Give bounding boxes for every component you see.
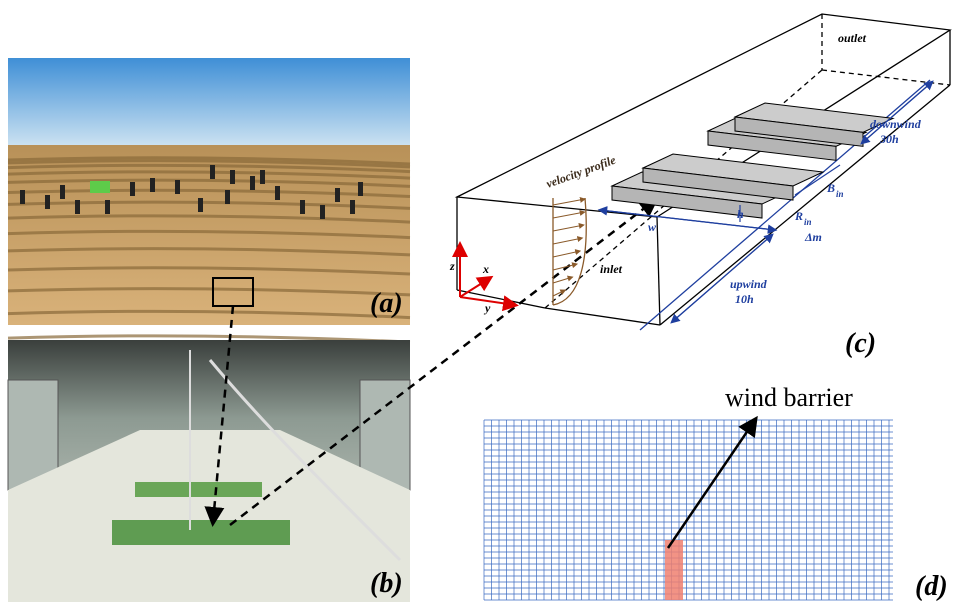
velocity-profile bbox=[553, 198, 586, 305]
label: wind barrier bbox=[725, 383, 853, 412]
panel-label: (d) bbox=[915, 571, 948, 602]
arrow bbox=[668, 420, 755, 548]
panel-label: (c) bbox=[845, 328, 876, 359]
label: x bbox=[482, 262, 489, 276]
person bbox=[198, 198, 203, 212]
person bbox=[230, 170, 235, 184]
velocity-arrow bbox=[553, 199, 585, 205]
mesh bbox=[484, 420, 893, 600]
barrier-cells bbox=[665, 540, 683, 600]
photo-b: (b) bbox=[8, 340, 410, 602]
label: downwind bbox=[870, 117, 922, 131]
person bbox=[175, 180, 180, 194]
label: Δm bbox=[804, 230, 822, 244]
photo-a: (a) bbox=[8, 58, 410, 342]
label: outlet bbox=[838, 31, 867, 45]
figure: (a) (b) bbox=[0, 0, 964, 602]
label: R bbox=[794, 209, 803, 223]
person bbox=[300, 200, 305, 214]
person bbox=[105, 200, 110, 214]
label: inlet bbox=[600, 262, 623, 276]
label: upwind bbox=[730, 277, 768, 291]
person bbox=[350, 200, 355, 214]
person bbox=[150, 178, 155, 192]
person bbox=[335, 188, 340, 202]
panel-label: (b) bbox=[370, 568, 403, 599]
person bbox=[20, 190, 25, 204]
person bbox=[250, 176, 255, 190]
label: y bbox=[483, 301, 491, 315]
velocity-arrow bbox=[553, 212, 585, 218]
label: z bbox=[449, 259, 455, 273]
velocity-arrow bbox=[553, 277, 573, 283]
velocity-arrow bbox=[553, 225, 584, 231]
person bbox=[275, 186, 280, 200]
person bbox=[260, 170, 265, 184]
person bbox=[225, 190, 230, 204]
person bbox=[130, 182, 135, 196]
label: in bbox=[836, 189, 844, 199]
person bbox=[358, 182, 363, 196]
person bbox=[60, 185, 65, 199]
label: h bbox=[737, 207, 744, 221]
velocity-arrow bbox=[553, 251, 580, 257]
label: 10h bbox=[735, 292, 754, 306]
panel-label: (a) bbox=[370, 288, 403, 319]
label: B bbox=[826, 181, 835, 195]
label: in bbox=[804, 217, 812, 227]
person bbox=[320, 205, 325, 219]
velocity-arrow bbox=[553, 238, 582, 244]
person bbox=[45, 195, 50, 209]
person bbox=[75, 200, 80, 214]
label: 30h bbox=[879, 132, 899, 146]
label: w bbox=[648, 220, 657, 234]
label: velocity profile bbox=[544, 152, 618, 190]
barriers bbox=[612, 103, 893, 218]
person bbox=[210, 165, 215, 179]
